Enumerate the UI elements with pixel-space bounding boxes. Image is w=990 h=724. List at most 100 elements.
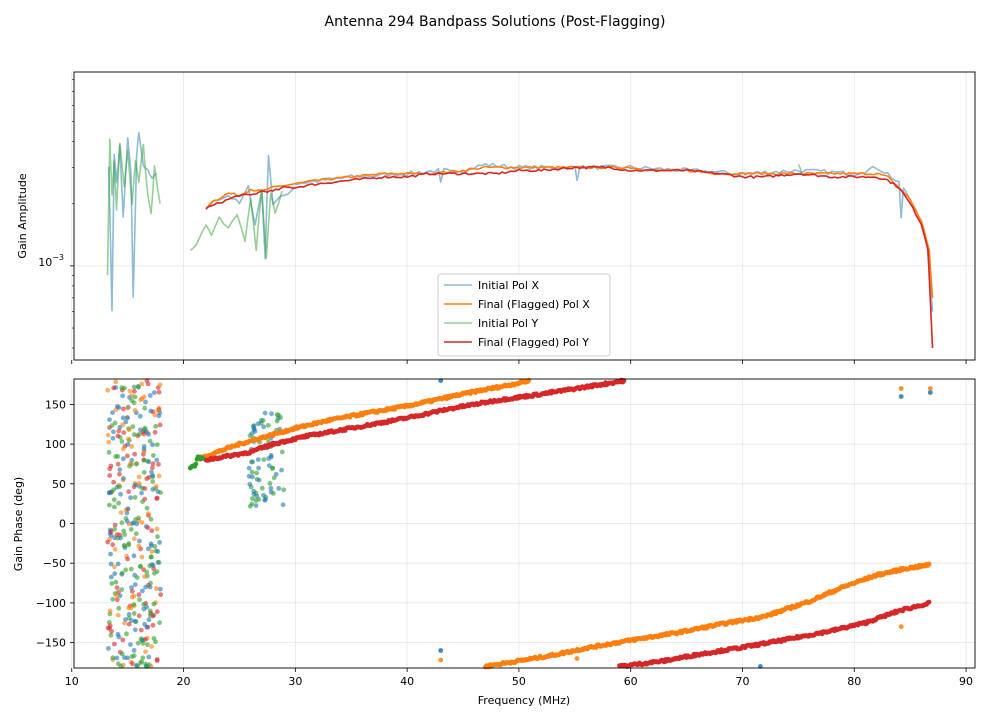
phase-point [106,449,112,455]
phase-point [105,539,111,545]
phase-point [153,423,159,429]
phase-point [108,561,114,567]
phase-point [154,657,160,662]
phase-point [140,655,146,661]
phase-xtick-label: 50 [512,675,526,688]
phase-point [129,444,135,449]
phase-point [121,476,126,481]
phase-point [262,410,268,416]
phase-point [148,580,153,586]
phase-point [260,418,266,423]
phase-point [146,546,151,552]
amplitude-series-line [106,138,161,276]
phase-point [136,474,142,480]
phase-point [247,433,253,439]
phase-point [193,461,199,467]
phase-point [128,495,134,501]
phase-point [118,510,124,515]
phase-point [143,661,148,667]
phase-point [136,543,142,549]
phase-point [256,465,261,471]
phase-point [151,601,157,607]
phase-point [125,453,130,459]
phase-point [136,481,142,486]
legend-label-initial-x: Initial Pol X [478,279,539,292]
phase-point [122,532,127,537]
phase-point [106,439,112,445]
amplitude-axes: Gain Amplitude 10−3 [16,71,976,364]
phase-point [136,592,142,598]
phase-point [142,405,148,411]
phase-point [147,393,153,398]
phase-point [132,408,138,413]
phase-point [255,457,261,462]
phase-point [154,457,160,463]
phase-point [130,424,136,430]
phase-point [125,405,131,411]
phase-point [121,430,127,435]
phase-point [263,497,268,502]
phase-point [144,569,150,575]
phase-point [132,536,137,542]
phase-point [125,415,131,421]
phase-xtick-label: 30 [288,675,302,688]
phase-point [137,597,142,602]
phase-point [110,410,115,415]
legend-label-final-x: Final (Flagged) Pol X [478,298,590,311]
phase-point [137,431,142,437]
phase-point [147,612,153,618]
phase-point [279,449,285,455]
phase-point [249,501,255,507]
phase-point [265,422,271,428]
phase-point [114,585,120,591]
phase-point [266,463,272,468]
phase-point [105,387,111,393]
phase-point [106,646,111,651]
amplitude-series-line [295,162,934,312]
phase-point [253,503,259,508]
phase-point [125,442,131,447]
phase-point [141,444,147,449]
phase-point [154,586,159,591]
phase-point [157,422,163,428]
phase-point [128,461,133,466]
phase-point [148,554,154,560]
phase-point [108,574,114,580]
phase-point [108,551,113,557]
phase-point [279,467,284,473]
phase-point [147,438,153,444]
phase-point [123,419,129,425]
amplitude-series-line [205,165,934,298]
phase-point [926,599,932,605]
phase-point [898,624,904,630]
phase-point [115,631,121,637]
phase-point [151,453,156,458]
phase-axes: 10 20 30 40 50 60 70 80 90 −150 −100 −50 0 50 100 150 G… [12,377,976,707]
phase-point [153,484,159,489]
phase-point [155,534,160,539]
phase-ytick-label: −50 [43,557,66,570]
phase-point [137,538,142,544]
phase-ytick-label: 100 [45,438,66,451]
phase-point [156,560,162,565]
phase-point [114,532,120,537]
phase-point [154,609,160,615]
phase-point [134,461,139,467]
phase-point [126,612,132,617]
phase-point [138,427,143,433]
phase-point [131,602,137,607]
phase-point [129,398,135,404]
phase-point [158,592,164,597]
phase-point [108,529,114,534]
phase-point [152,412,158,418]
phase-ytick-label: 0 [59,518,66,531]
phase-point [267,481,273,486]
phase-point [121,543,127,548]
phase-point [157,620,163,625]
phase-point [138,660,143,666]
phase-point [157,382,163,388]
phase-point [132,619,138,624]
phase-ytick-label: −150 [36,637,66,650]
phase-point [129,585,134,590]
phase-point [143,399,148,405]
